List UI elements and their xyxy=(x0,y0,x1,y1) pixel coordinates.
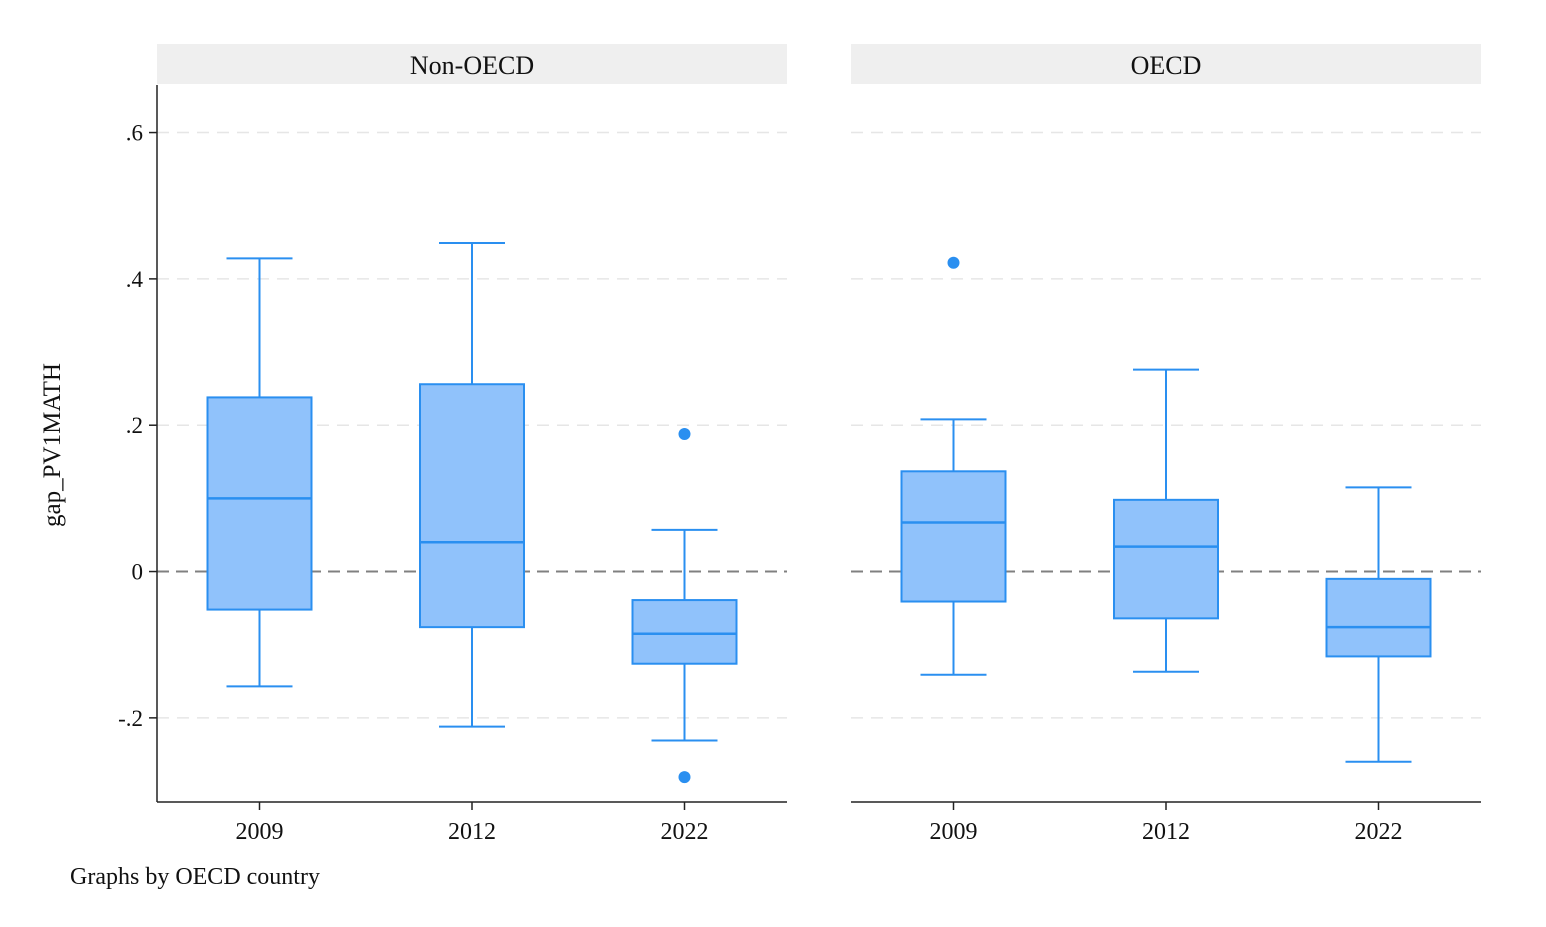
iqr-box xyxy=(900,470,1007,603)
x-tick-label: 2009 xyxy=(930,819,978,845)
box-2009 xyxy=(206,257,313,688)
x-tick-label: 2012 xyxy=(1142,819,1190,845)
box-2009 xyxy=(900,256,1007,676)
box-2012 xyxy=(1113,368,1219,673)
box-2022 xyxy=(1325,486,1432,763)
outlier-point xyxy=(947,256,960,269)
y-tick-label: .6 xyxy=(126,121,143,146)
panel-oecd: OECD 2009 2012 2022 xyxy=(851,44,1481,845)
x-tick-label: 2012 xyxy=(448,819,496,845)
y-axis-title: gap_PV1MATH xyxy=(39,363,66,527)
iqr-box xyxy=(1113,498,1219,620)
y-tick-label: 0 xyxy=(132,560,144,585)
panel-title: Non-OECD xyxy=(410,51,534,80)
panel-header xyxy=(157,44,787,84)
x-tick-label: 2022 xyxy=(1354,819,1402,845)
y-axis: -.2 0 .2 .4 .6 xyxy=(118,85,158,802)
graphs-by-note: Graphs by OECD country xyxy=(70,864,320,890)
y-tick-label: .2 xyxy=(126,413,143,438)
iqr-box xyxy=(1325,577,1432,658)
iqr-box xyxy=(419,383,525,629)
iqr-box xyxy=(631,599,738,665)
outlier-point xyxy=(678,771,691,784)
y-tick-label: -.2 xyxy=(118,706,143,731)
gridlines xyxy=(157,131,1481,719)
x-tick-label: 2009 xyxy=(236,819,284,845)
outlier-point xyxy=(678,427,691,440)
box-2012 xyxy=(419,242,525,728)
panel-title: OECD xyxy=(1131,51,1202,80)
x-tick-label: 2022 xyxy=(660,819,708,845)
box-2022 xyxy=(631,427,738,784)
y-tick-label: .4 xyxy=(126,267,144,292)
iqr-box xyxy=(206,396,313,611)
panels: Non-OECD 2009 2012 2022 OECD 2009 2012 2022 xyxy=(157,44,1481,845)
panel-header xyxy=(851,44,1481,84)
panel-non-oecd: Non-OECD 2009 2012 2022 xyxy=(157,44,787,845)
